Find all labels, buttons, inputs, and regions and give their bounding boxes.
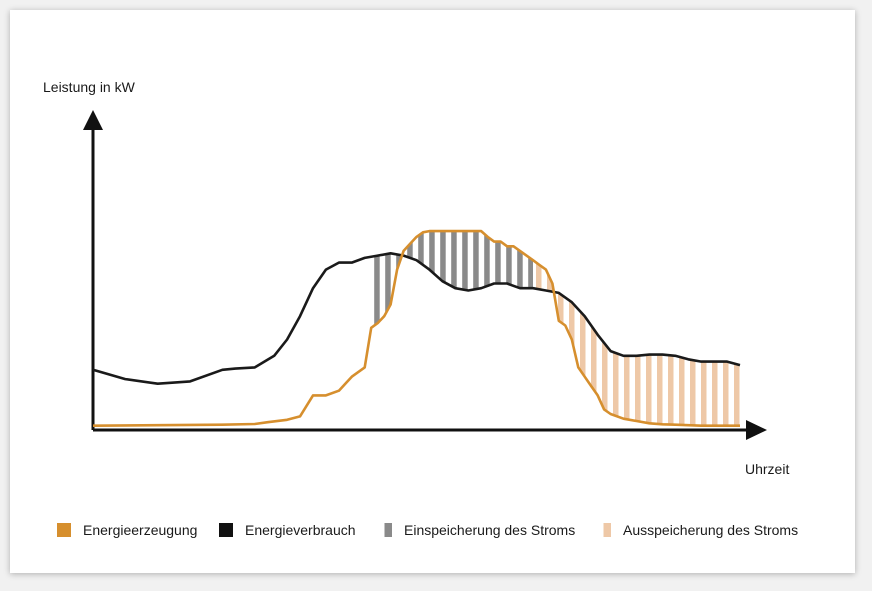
stripe-ausspeicherung-5 — [591, 260, 597, 426]
legend-swatch-einspeicherung — [378, 523, 392, 537]
stripe-ausspeicherung-11 — [657, 260, 663, 426]
series-line-energieerzeugung — [92, 229, 740, 427]
legend-label-einspeicherung: Einspeicherung des Stroms — [404, 522, 576, 538]
stripe-ausspeicherung-0 — [536, 260, 542, 426]
stripe-ausspeicherung-2 — [558, 260, 564, 426]
x-axis-label: Uhrzeit — [745, 461, 789, 477]
stripe-einspeicherung-0 — [374, 231, 380, 328]
stripe-einspeicherung-5 — [429, 231, 435, 328]
stripe-einspeicherung-10 — [484, 231, 490, 328]
y-axis-label: Leistung in kW — [43, 79, 136, 95]
stripe-einspeicherung-12 — [506, 231, 512, 328]
y-axis-arrow — [83, 110, 103, 130]
stripe-einspeicherung-8 — [462, 231, 468, 328]
legend-item-energieverbrauch: Energieverbrauch — [219, 522, 356, 538]
stripe-ausspeicherung-3 — [569, 260, 575, 426]
stripe-ausspeicherung-10 — [646, 260, 652, 426]
legend-item-energieerzeugung: Energieerzeugung — [57, 522, 197, 538]
legend-swatch-energieerzeugung — [57, 523, 71, 537]
einspeicherung-stripes — [374, 231, 533, 328]
ausspeicherung-stripes — [536, 260, 740, 426]
stripe-ausspeicherung-15 — [701, 260, 707, 426]
legend-label-energieerzeugung: Energieerzeugung — [83, 522, 198, 538]
stripe-ausspeicherung-9 — [635, 260, 641, 426]
stripe-einspeicherung-2 — [396, 231, 402, 328]
stripe-einspeicherung-13 — [517, 231, 523, 328]
stripe-einspeicherung-9 — [473, 231, 479, 328]
x-axis-arrow — [746, 420, 767, 440]
legend-item-ausspeicherung: Ausspeicherung des Stroms — [597, 522, 798, 538]
stripe-ausspeicherung-16 — [712, 260, 718, 426]
stripe-ausspeicherung-7 — [613, 260, 619, 426]
stripe-einspeicherung-4 — [418, 231, 424, 328]
stripe-einspeicherung-1 — [385, 231, 391, 328]
legend-item-einspeicherung: Einspeicherung des Stroms — [378, 522, 575, 538]
stripe-ausspeicherung-4 — [580, 260, 586, 426]
stripe-ausspeicherung-12 — [668, 260, 674, 426]
stripe-ausspeicherung-14 — [690, 260, 696, 426]
stripe-ausspeicherung-17 — [723, 260, 729, 426]
stripe-einspeicherung-3 — [407, 231, 413, 328]
stripe-einspeicherung-7 — [451, 231, 457, 328]
stripe-ausspeicherung-18 — [734, 260, 740, 426]
chart-card — [10, 10, 855, 573]
series-line-energieverbrauch — [92, 252, 741, 385]
legend-label-ausspeicherung: Ausspeicherung des Stroms — [623, 522, 799, 538]
legend-swatch-energieverbrauch — [219, 523, 233, 537]
stripe-ausspeicherung-8 — [624, 260, 630, 426]
stripe-einspeicherung-11 — [495, 231, 501, 328]
stripe-ausspeicherung-1 — [547, 260, 553, 426]
legend-swatch-ausspeicherung — [597, 523, 611, 537]
legend-label-energieverbrauch: Energieverbrauch — [245, 522, 356, 538]
stripe-einspeicherung-14 — [528, 231, 533, 328]
stripe-einspeicherung-6 — [440, 231, 446, 328]
stripe-ausspeicherung-13 — [679, 260, 685, 426]
